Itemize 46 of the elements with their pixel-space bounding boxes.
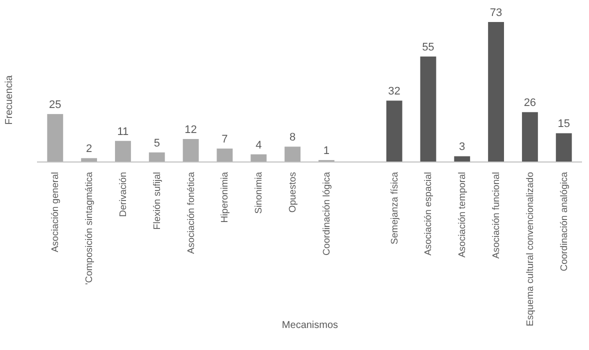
bar — [148, 152, 165, 162]
data-label: 73 — [490, 7, 502, 19]
data-label: 25 — [49, 99, 62, 112]
bar — [182, 138, 199, 162]
bar — [454, 156, 470, 162]
x-tick-label: Asociación fonética — [186, 171, 197, 254]
bar — [250, 154, 267, 162]
bar — [47, 114, 64, 162]
data-label: 1 — [323, 145, 330, 158]
data-label: 55 — [422, 42, 434, 54]
x-tick-label: Asociación temporal — [457, 172, 468, 258]
x-tick-label: Sinonimia — [254, 171, 265, 214]
bar — [420, 56, 436, 162]
data-label: 32 — [388, 86, 400, 98]
x-tick-label: Coordinación lógica — [321, 171, 332, 256]
x-tick-label: Asociación funcional — [491, 172, 502, 259]
x-tick-label: Semejanza física — [389, 171, 400, 244]
x-tick-label: Derivación — [118, 172, 129, 217]
x-tick-label: Coordinación analógica — [558, 171, 570, 272]
data-label: 26 — [524, 97, 536, 110]
data-label: 8 — [289, 132, 296, 144]
data-label: 3 — [459, 141, 466, 154]
data-label: 5 — [154, 137, 160, 150]
bar — [216, 148, 233, 162]
bar — [386, 100, 402, 162]
x-tick-label: Asociación espacial — [423, 172, 434, 256]
x-tick-label: Hiperonimia — [220, 171, 231, 223]
x-tick-label: Asociación general — [50, 172, 62, 252]
bar — [488, 22, 504, 162]
data-label: 4 — [256, 139, 262, 152]
bar — [81, 158, 98, 162]
bar — [522, 112, 538, 162]
data-label: 2 — [86, 143, 92, 156]
bar — [556, 133, 572, 162]
x-tick-label: Esquema cultural convencionalizado — [524, 172, 536, 326]
data-label: 12 — [184, 124, 197, 136]
data-label: 7 — [222, 134, 228, 146]
bar — [115, 140, 131, 162]
data-label: 11 — [117, 126, 129, 138]
bar — [284, 146, 301, 162]
y-axis-title: Frecuencia — [4, 74, 15, 125]
x-tick-label: 'Composición sintagmática — [84, 171, 96, 285]
data-label: 15 — [558, 118, 570, 130]
x-axis-title: Mecanismos — [282, 320, 338, 331]
x-tick-label: Opuestos — [288, 172, 299, 213]
x-tick-label: Flexión sufijal — [152, 172, 163, 230]
